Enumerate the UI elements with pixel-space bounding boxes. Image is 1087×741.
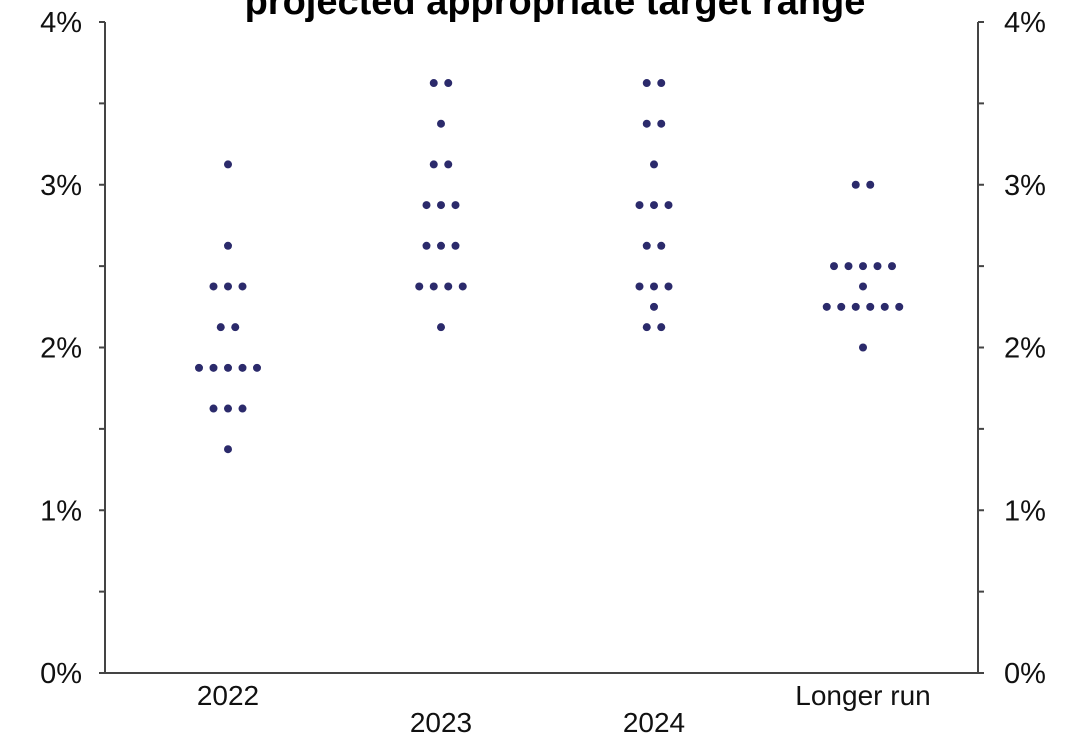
ticks xyxy=(99,21,984,674)
participant-dot xyxy=(224,282,232,291)
participant-dot xyxy=(238,282,247,291)
participant-dot xyxy=(664,201,673,210)
participant-dot xyxy=(635,201,644,210)
participant-dot xyxy=(429,160,438,169)
y-tick-label-left: 0% xyxy=(40,658,82,690)
participant-dot xyxy=(866,302,875,311)
participant-dot xyxy=(444,79,453,88)
participant-dot xyxy=(437,201,445,210)
participant-dot xyxy=(209,404,218,413)
y-tick-label-right: 1% xyxy=(1004,495,1046,527)
participant-dot xyxy=(231,323,240,332)
participant-dot xyxy=(859,343,867,352)
participant-dot xyxy=(880,302,889,311)
participant-dot xyxy=(844,262,853,271)
participant-dot xyxy=(650,302,658,311)
participant-dot xyxy=(859,282,867,291)
participant-dot xyxy=(224,241,232,250)
y-tick-label-right: 4% xyxy=(1004,7,1046,39)
participant-dot xyxy=(429,79,438,88)
y-tick-label-right: 3% xyxy=(1004,170,1046,202)
participant-dot xyxy=(888,262,896,271)
participant-dot xyxy=(650,282,658,291)
participant-dot xyxy=(650,201,658,210)
y-tick-label-right: 2% xyxy=(1004,333,1046,365)
participant-dot xyxy=(837,302,846,311)
participant-dot xyxy=(437,241,445,250)
participant-dot xyxy=(642,79,651,88)
participant-dot xyxy=(209,363,218,372)
participant-dot xyxy=(451,241,460,250)
dots xyxy=(195,79,904,454)
participant-dot xyxy=(866,180,875,189)
tick-labels: 0% 0% 1% 1% 2% 2% 3% 3% 4% 4% 2022 2023 2024 Longer r… xyxy=(40,7,1046,738)
participant-dot xyxy=(822,302,831,311)
x-category-label: 2024 xyxy=(623,707,685,738)
participant-dot xyxy=(642,323,651,332)
participant-dot xyxy=(657,79,666,88)
participant-dot xyxy=(429,282,438,291)
participant-dot xyxy=(415,282,424,291)
y-tick-label-right: 0% xyxy=(1004,658,1046,690)
participant-dot xyxy=(859,262,867,271)
participant-dot xyxy=(437,119,445,128)
participant-dot xyxy=(216,323,225,332)
participant-dot xyxy=(635,282,644,291)
y-tick-label-left: 2% xyxy=(40,333,82,365)
participant-dot xyxy=(238,404,247,413)
participant-dot xyxy=(657,323,666,332)
axes xyxy=(104,22,979,674)
participant-dot xyxy=(642,241,651,250)
participant-dot xyxy=(209,282,218,291)
participant-dot xyxy=(437,323,445,332)
participant-dot xyxy=(657,119,666,128)
participant-dot xyxy=(851,180,860,189)
x-category-label: 2023 xyxy=(410,707,472,738)
participant-dot xyxy=(195,363,203,372)
participant-dot xyxy=(224,363,232,372)
y-tick-label-left: 4% xyxy=(40,7,82,39)
participant-dot xyxy=(895,302,904,311)
participant-dot xyxy=(444,282,453,291)
participant-dot xyxy=(642,119,651,128)
participant-dot xyxy=(650,160,658,169)
x-category-label: Longer run xyxy=(795,680,930,711)
participant-dot xyxy=(253,363,261,372)
x-category-label: 2022 xyxy=(197,680,259,711)
participant-dot xyxy=(851,302,860,311)
participant-dot xyxy=(458,282,467,291)
participant-dot xyxy=(451,201,460,210)
participant-dot xyxy=(664,282,673,291)
participant-dot xyxy=(830,262,838,271)
participant-dot xyxy=(224,445,232,454)
participant-dot xyxy=(224,404,232,413)
participant-dot xyxy=(238,363,247,372)
participant-dot xyxy=(873,262,882,271)
participant-dot xyxy=(224,160,232,169)
y-tick-label-left: 1% xyxy=(40,495,82,527)
participant-dot xyxy=(444,160,453,169)
participant-dot xyxy=(657,241,666,250)
participant-dot xyxy=(422,241,431,250)
y-tick-label-left: 3% xyxy=(40,170,82,202)
chart-title: projected appropriate target range xyxy=(245,0,866,23)
participant-dot xyxy=(422,201,431,210)
